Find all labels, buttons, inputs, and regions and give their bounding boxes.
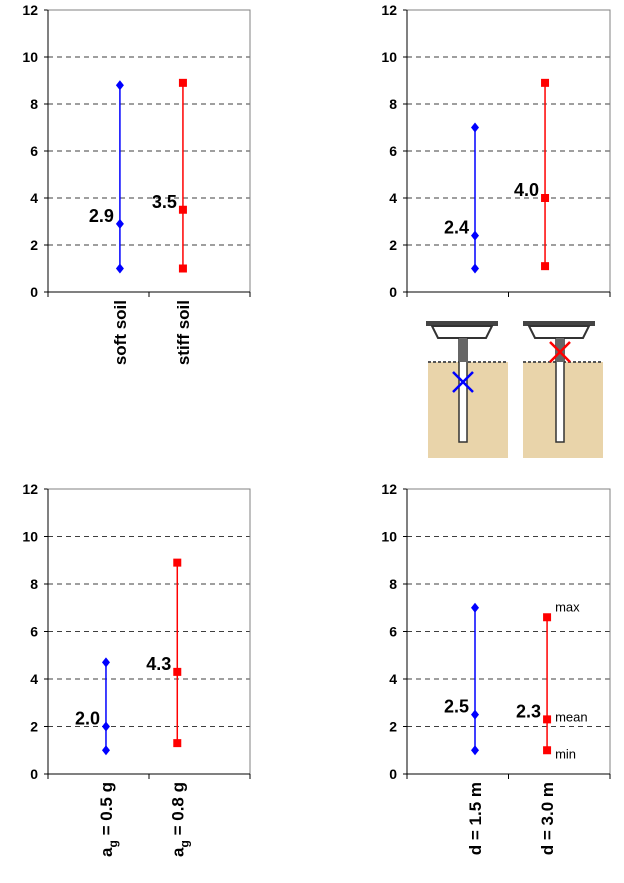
marker xyxy=(541,194,550,202)
y-tick-label: 10 xyxy=(22,529,38,545)
cross-marker xyxy=(452,371,474,393)
y-tick-label: 10 xyxy=(381,49,397,65)
marker xyxy=(178,78,187,87)
x-tick-label: soft soil xyxy=(111,300,130,365)
y-tick-label: 6 xyxy=(30,143,38,159)
pile-diagram xyxy=(426,321,603,458)
annotation: max xyxy=(555,599,580,614)
y-tick-label: 8 xyxy=(30,576,38,592)
marker xyxy=(173,667,182,676)
y-tick-label: 12 xyxy=(381,481,397,497)
y-tick-label: 6 xyxy=(30,624,38,640)
x-tick-label: ag = 0.5 g xyxy=(97,782,120,857)
x-tick-label: d = 3.0 m xyxy=(538,782,557,855)
marker xyxy=(101,657,110,668)
annotation: mean xyxy=(555,709,588,724)
pile-cap xyxy=(426,321,498,326)
marker xyxy=(471,602,480,613)
mean-label: 4.3 xyxy=(146,654,171,674)
pile-cap-body xyxy=(430,325,494,339)
marker xyxy=(173,558,182,567)
marker xyxy=(471,263,480,274)
marker xyxy=(471,745,480,756)
mean-label: 2.4 xyxy=(444,218,469,238)
y-tick-label: 2 xyxy=(30,719,38,735)
marker xyxy=(173,739,182,748)
marker xyxy=(115,263,124,274)
mean-label: 2.9 xyxy=(89,206,114,226)
marker xyxy=(101,745,110,756)
y-tick-label: 2 xyxy=(30,237,38,253)
mean-label: 3.5 xyxy=(152,192,177,212)
y-tick-label: 0 xyxy=(389,284,397,300)
pile-shaft-top xyxy=(556,338,564,362)
mean-label: 2.5 xyxy=(444,697,469,717)
marker xyxy=(541,78,550,87)
y-tick-label: 12 xyxy=(381,2,397,18)
marker xyxy=(471,122,480,133)
cross-marker xyxy=(549,341,571,363)
y-tick-label: 6 xyxy=(389,624,397,640)
pile-cap-body xyxy=(527,325,591,339)
marker xyxy=(178,264,187,273)
y-tick-label: 8 xyxy=(389,576,397,592)
pile-shaft-top xyxy=(459,338,467,362)
marker xyxy=(543,613,552,622)
marker xyxy=(178,205,187,214)
x-tick-label: ag = 0.8 g xyxy=(168,782,191,857)
marker xyxy=(471,709,480,720)
pile-cap xyxy=(523,321,595,326)
y-tick-label: 0 xyxy=(389,766,397,782)
y-tick-label: 10 xyxy=(22,49,38,65)
marker xyxy=(115,80,124,91)
y-tick-label: 8 xyxy=(389,96,397,112)
marker xyxy=(543,715,552,724)
marker xyxy=(543,746,552,755)
y-tick-label: 0 xyxy=(30,284,38,300)
marker xyxy=(115,218,124,229)
y-tick-label: 10 xyxy=(381,529,397,545)
y-tick-label: 2 xyxy=(389,719,397,735)
marker xyxy=(101,721,110,732)
y-tick-label: 0 xyxy=(30,766,38,782)
y-tick-label: 8 xyxy=(30,96,38,112)
y-tick-label: 2 xyxy=(389,237,397,253)
annotation: min xyxy=(555,746,576,761)
x-tick-label: d = 1.5 m xyxy=(466,782,485,855)
marker xyxy=(541,262,550,271)
mean-label: 2.3 xyxy=(516,701,541,721)
x-tick-label: stiff soil xyxy=(174,300,193,365)
y-tick-label: 6 xyxy=(389,143,397,159)
y-tick-label: 4 xyxy=(389,190,397,206)
marker xyxy=(471,230,480,241)
y-tick-label: 12 xyxy=(22,2,38,18)
y-tick-label: 12 xyxy=(22,481,38,497)
y-tick-label: 4 xyxy=(30,190,38,206)
mean-label: 4.0 xyxy=(514,180,539,200)
y-tick-label: 4 xyxy=(30,671,38,687)
mean-label: 2.0 xyxy=(75,709,100,729)
y-tick-label: 4 xyxy=(389,671,397,687)
